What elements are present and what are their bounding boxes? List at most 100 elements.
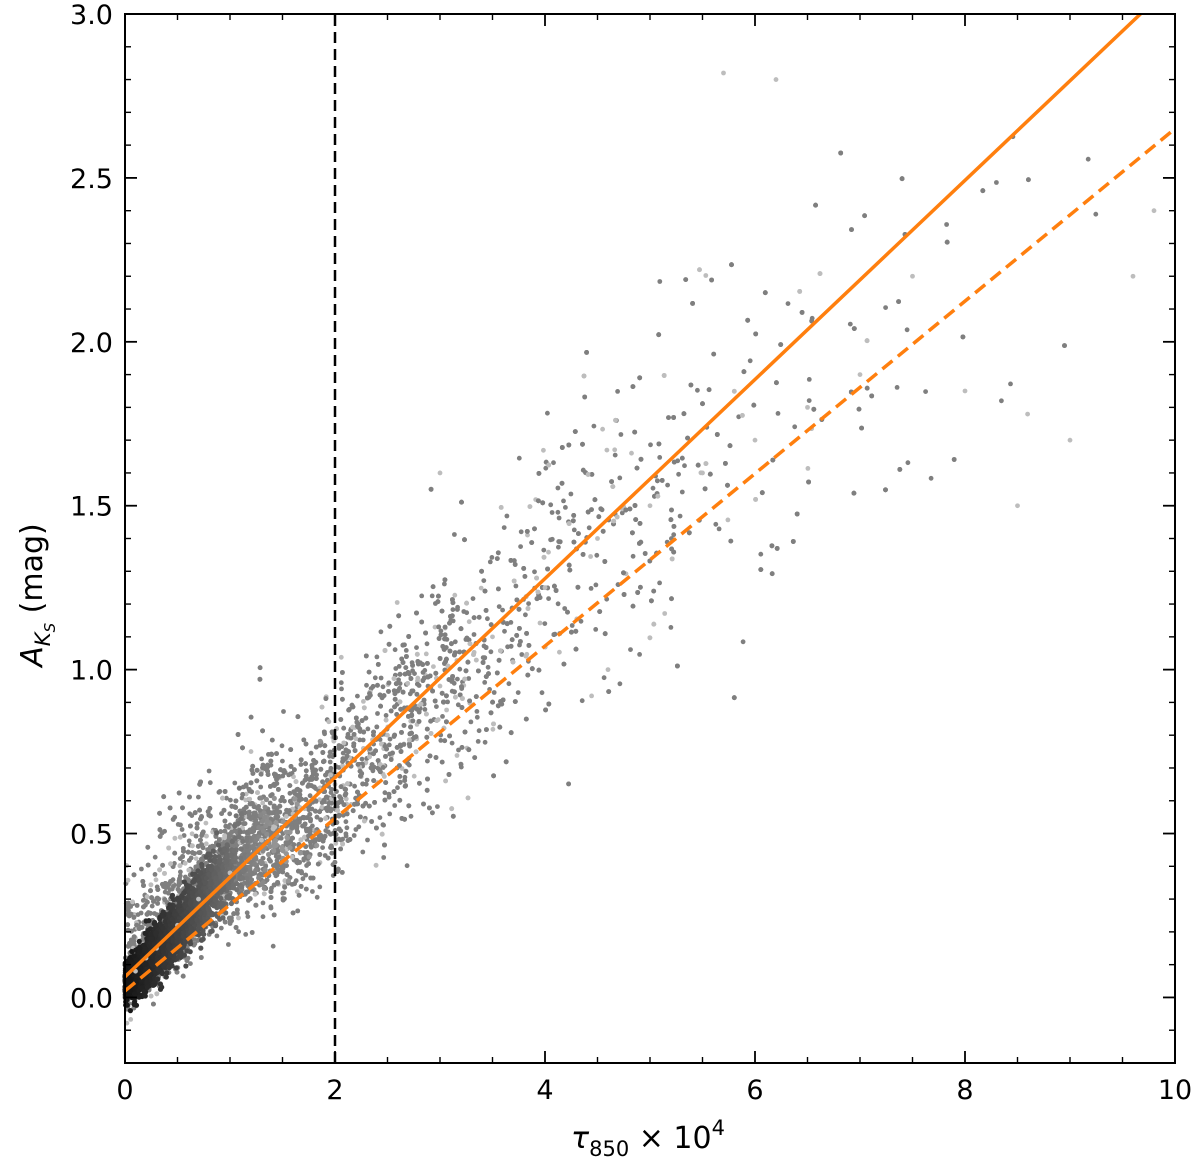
- scatter-point: [279, 743, 285, 749]
- scatter-point: [657, 279, 663, 284]
- scatter-point: [381, 855, 387, 860]
- scatter-point: [236, 929, 242, 935]
- scatter-point: [422, 707, 428, 712]
- scatter-point: [424, 641, 430, 647]
- scatter-point: [310, 889, 315, 894]
- scatter-points: [122, 70, 1157, 1026]
- scatter-point: [650, 485, 656, 491]
- scatter-point: [372, 675, 378, 681]
- scatter-point: [711, 351, 717, 357]
- scatter-point: [543, 465, 549, 471]
- scatter-point: [189, 831, 195, 837]
- scatter-point: [545, 410, 550, 416]
- scatter-point: [139, 866, 144, 872]
- scatter-point: [257, 665, 263, 671]
- scatter-point: [905, 460, 911, 466]
- scatter-point: [894, 385, 900, 390]
- scatter-point: [296, 892, 302, 898]
- scatter-point: [442, 581, 447, 587]
- scatter-point: [172, 850, 178, 856]
- scatter-point: [356, 824, 362, 830]
- scatter-point: [340, 750, 346, 756]
- scatter-point: [308, 750, 314, 756]
- scatter-point: [555, 509, 561, 515]
- scatter-point: [586, 525, 592, 531]
- scatter-point: [395, 785, 400, 791]
- scatter-point: [928, 475, 934, 481]
- scatter-point: [601, 675, 607, 681]
- scatter-point: [305, 784, 311, 789]
- scatter-point: [343, 796, 349, 802]
- scatter-point: [471, 632, 477, 637]
- scatter-point: [410, 668, 415, 674]
- scatter-point: [387, 811, 393, 817]
- scatter-point: [327, 759, 333, 765]
- scatter-point: [516, 455, 522, 461]
- scatter-point: [713, 521, 719, 527]
- scatter-point: [443, 778, 448, 784]
- scatter-point: [568, 491, 574, 497]
- scatter-point: [245, 914, 251, 919]
- scatter-point: [747, 358, 753, 364]
- scatter-point: [360, 849, 366, 855]
- scatter-point: [298, 762, 304, 767]
- scatter-point: [243, 932, 249, 937]
- scatter-point: [449, 740, 455, 746]
- scatter-point: [170, 817, 176, 822]
- scatter-point: [618, 432, 624, 437]
- scatter-point: [357, 737, 363, 743]
- scatter-point: [555, 485, 561, 491]
- scatter-point: [391, 676, 397, 681]
- scatter-point: [432, 624, 438, 630]
- scatter-point: [314, 894, 320, 900]
- scatter-point: [496, 586, 501, 592]
- scatter-point: [630, 553, 636, 559]
- scatter-point: [728, 538, 734, 544]
- scatter-point: [501, 525, 507, 530]
- scatter-point: [267, 800, 273, 806]
- scatter-point: [668, 625, 674, 630]
- scatter-point: [351, 833, 357, 838]
- scatter-point: [466, 619, 472, 625]
- scatter-point: [628, 647, 633, 652]
- scatter-point: [217, 789, 223, 794]
- scatter-point: [468, 719, 474, 725]
- scatter-point: [327, 753, 332, 759]
- scatter-point: [488, 649, 494, 655]
- scatter-point: [450, 607, 456, 612]
- scatter-point: [523, 612, 528, 618]
- scatter-point: [320, 845, 325, 850]
- scatter-point: [317, 884, 323, 890]
- scatter-point: [847, 321, 853, 327]
- scatter-point: [365, 837, 370, 843]
- scatter-point: [386, 742, 392, 748]
- scatter-point: [343, 819, 349, 825]
- scatter-point: [239, 795, 245, 801]
- scatter-point: [435, 804, 440, 809]
- scatter-point: [166, 890, 171, 896]
- scatter-point: [392, 803, 398, 808]
- scatter-point: [489, 555, 495, 560]
- scatter-point: [904, 327, 910, 333]
- scatter-point: [526, 601, 531, 606]
- scatter-point: [270, 943, 276, 949]
- scatter-point: [662, 611, 668, 616]
- scatter-point: [474, 714, 480, 720]
- scatter-point: [1085, 156, 1091, 162]
- scatter-point: [629, 450, 634, 456]
- scatter-point: [474, 709, 480, 714]
- scatter-point: [445, 699, 450, 705]
- scatter-point: [188, 961, 193, 966]
- scatter-point: [703, 273, 709, 278]
- scatter-point: [260, 900, 266, 906]
- scatter-point: [491, 690, 497, 695]
- scatter-point: [226, 942, 231, 947]
- scatter-point: [149, 903, 155, 909]
- scatter-point: [657, 455, 663, 460]
- scatter-point: [695, 387, 700, 393]
- scatter-point: [519, 652, 525, 657]
- scatter-point: [203, 841, 209, 847]
- scatter-point: [923, 389, 928, 394]
- scatter-point: [579, 698, 585, 704]
- scatter-point: [682, 463, 687, 469]
